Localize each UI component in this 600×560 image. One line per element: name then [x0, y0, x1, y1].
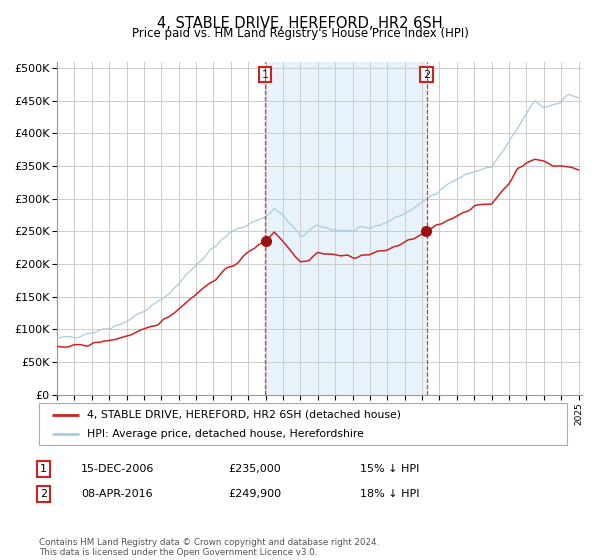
Text: 18% ↓ HPI: 18% ↓ HPI	[360, 489, 419, 499]
Text: 08-APR-2016: 08-APR-2016	[81, 489, 152, 499]
Text: 4, STABLE DRIVE, HEREFORD, HR2 6SH: 4, STABLE DRIVE, HEREFORD, HR2 6SH	[157, 16, 443, 31]
Text: £249,900: £249,900	[228, 489, 281, 499]
FancyBboxPatch shape	[39, 403, 567, 445]
Text: 15-DEC-2006: 15-DEC-2006	[81, 464, 154, 474]
Text: 2: 2	[40, 489, 47, 499]
Text: 15% ↓ HPI: 15% ↓ HPI	[360, 464, 419, 474]
Text: 1: 1	[262, 69, 268, 80]
Text: HPI: Average price, detached house, Herefordshire: HPI: Average price, detached house, Here…	[86, 429, 364, 439]
Text: 1: 1	[40, 464, 47, 474]
Text: 4, STABLE DRIVE, HEREFORD, HR2 6SH (detached house): 4, STABLE DRIVE, HEREFORD, HR2 6SH (deta…	[86, 409, 401, 419]
Text: £235,000: £235,000	[228, 464, 281, 474]
Text: 2: 2	[423, 69, 430, 80]
Text: Contains HM Land Registry data © Crown copyright and database right 2024.
This d: Contains HM Land Registry data © Crown c…	[39, 538, 379, 557]
Text: Price paid vs. HM Land Registry's House Price Index (HPI): Price paid vs. HM Land Registry's House …	[131, 27, 469, 40]
Bar	[265, 62, 427, 395]
